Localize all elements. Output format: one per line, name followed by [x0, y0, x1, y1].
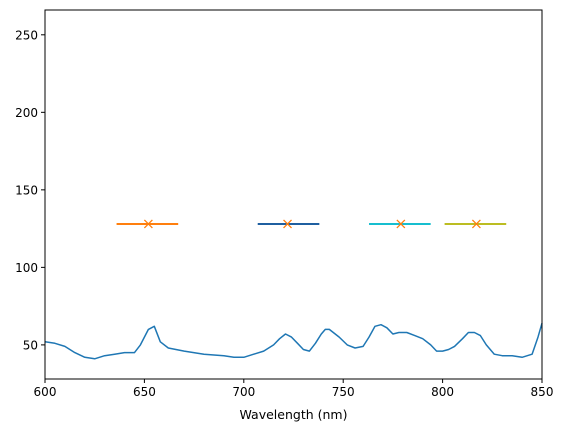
y-tick-label-100: 100: [15, 261, 38, 275]
x-tick-label-600: 600: [34, 385, 57, 399]
spectrum-line: [44, 322, 543, 360]
y-tick-label-250: 250: [15, 28, 38, 42]
x-axis: 600 650 700 750 800 850: [34, 379, 554, 399]
x-tick-label-800: 800: [431, 385, 454, 399]
plot-area: [44, 219, 543, 360]
x-tick-label-850: 850: [531, 385, 554, 399]
x-tick-label-650: 650: [133, 385, 156, 399]
axes-frame: [44, 9, 543, 380]
y-axis: 50 100 150 200 250: [15, 28, 45, 352]
x-marker-1: [143, 219, 153, 229]
y-tick-label-50: 50: [23, 338, 38, 352]
x-marker-2: [283, 219, 292, 229]
x-marker-4: [471, 219, 481, 229]
x-tick-label-750: 750: [332, 385, 355, 399]
y-tick-label-200: 200: [15, 106, 38, 120]
x-tick-label-700: 700: [232, 385, 255, 399]
y-tick-label-150: 150: [15, 183, 38, 197]
x-axis-label: Wavelength (nm): [240, 407, 348, 422]
x-marker-3: [396, 219, 406, 229]
